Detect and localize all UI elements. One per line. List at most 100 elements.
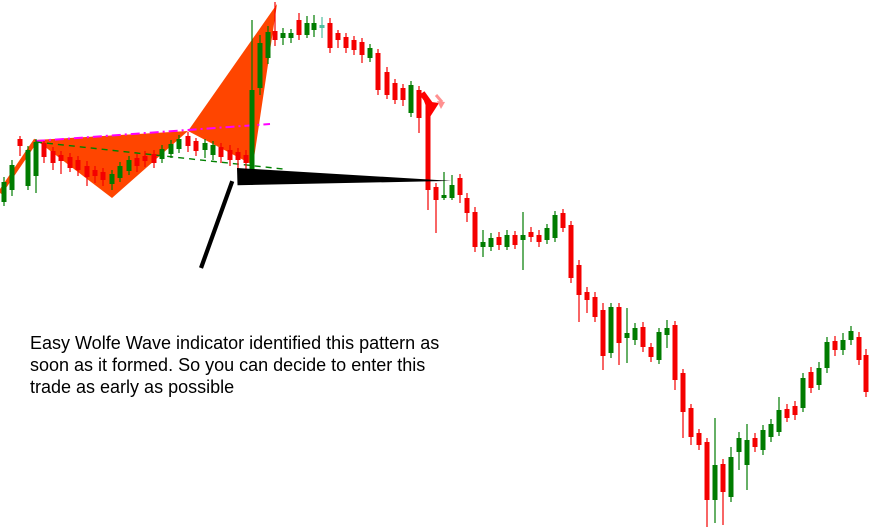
candle	[457, 174, 463, 203]
candle-body	[480, 242, 486, 247]
candle-body	[408, 85, 414, 113]
candle-body	[17, 139, 23, 146]
candle-body	[218, 147, 224, 157]
candle-body	[359, 42, 365, 55]
candle-body	[9, 165, 15, 190]
candle-body	[311, 23, 317, 30]
candle	[744, 424, 750, 490]
candle	[792, 401, 798, 420]
candle-body	[760, 430, 766, 450]
candle	[272, 2, 278, 46]
candle-body	[457, 178, 463, 195]
sell-arrow-head	[424, 101, 439, 117]
candle	[425, 99, 431, 210]
sell-arrow-echo-head	[437, 101, 445, 109]
candle-body	[243, 155, 249, 163]
sell-signal-arrow-icon	[419, 91, 445, 117]
candle	[568, 221, 574, 283]
candle	[243, 150, 249, 172]
candle-body	[235, 152, 241, 160]
candle-body	[50, 151, 56, 163]
candle-body	[672, 325, 678, 380]
candle	[832, 336, 838, 356]
candle-body	[744, 440, 750, 465]
candle-body	[134, 158, 140, 166]
wolfe-triangle-345	[188, 4, 277, 165]
candle	[520, 212, 526, 270]
candle-body	[784, 409, 790, 418]
candle-body	[159, 149, 165, 159]
candle	[343, 33, 349, 53]
candle-body	[664, 328, 670, 335]
candle-body	[33, 142, 39, 176]
candle-body	[832, 341, 838, 350]
candle	[359, 38, 365, 63]
candle	[168, 140, 174, 158]
candle	[392, 79, 398, 104]
candle	[712, 418, 718, 523]
candle-body	[680, 373, 686, 412]
candle-body	[249, 90, 255, 177]
candle	[784, 404, 790, 422]
candle	[92, 166, 98, 183]
candle	[159, 145, 165, 163]
wolfe-target-line	[35, 123, 271, 142]
candle-body	[568, 225, 574, 278]
candle	[736, 432, 742, 470]
candle	[100, 168, 106, 186]
candle-body	[327, 23, 333, 48]
candle	[768, 419, 774, 442]
candle-body	[632, 328, 638, 340]
candle-body	[319, 25, 325, 28]
candle	[265, 26, 271, 64]
candle-body	[808, 372, 814, 388]
candle-body	[126, 160, 132, 171]
candle	[824, 337, 830, 373]
candle-body	[608, 307, 614, 353]
annotation-line-3: trade as early as possible	[30, 377, 235, 397]
candle-body	[536, 235, 542, 242]
candle-body	[384, 72, 390, 95]
candle	[384, 67, 390, 99]
candle-body	[58, 155, 64, 161]
candle-body	[640, 327, 646, 347]
candle-body	[848, 331, 854, 340]
candle	[800, 373, 806, 412]
candle	[400, 84, 406, 106]
candle-body	[584, 292, 590, 300]
candle-body	[696, 433, 702, 445]
candle-body	[168, 144, 174, 154]
candle-body	[100, 172, 106, 180]
candle	[856, 332, 862, 365]
candle	[1, 177, 7, 206]
candle-body	[257, 43, 263, 88]
candle-body	[488, 238, 494, 247]
candle-body	[142, 156, 148, 161]
candle	[134, 154, 140, 172]
candle-body	[117, 166, 123, 178]
candle	[760, 425, 766, 455]
candle-body	[776, 410, 782, 432]
candle	[249, 20, 255, 185]
candle	[367, 44, 373, 62]
candle-body	[84, 166, 90, 177]
annotation-arrow-icon	[199, 168, 452, 269]
candle-body	[272, 31, 278, 40]
candle	[776, 397, 782, 436]
candle-body	[512, 235, 518, 245]
candle-body	[41, 143, 47, 157]
candle	[848, 326, 854, 345]
candle-body	[75, 160, 81, 170]
candle	[185, 132, 191, 152]
candle-body	[227, 150, 233, 160]
candle-body	[528, 232, 534, 237]
candle	[84, 161, 90, 186]
candle	[335, 30, 341, 48]
candle	[296, 13, 302, 40]
candle-body	[375, 53, 381, 90]
candle	[280, 28, 286, 45]
candle-body	[472, 212, 478, 247]
candle	[235, 148, 241, 170]
candle-body	[648, 347, 654, 357]
